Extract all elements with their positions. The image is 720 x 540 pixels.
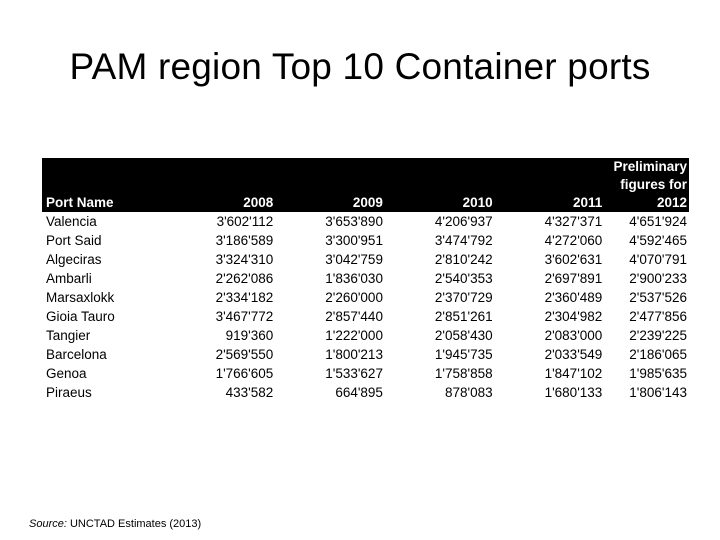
teu-value-cell: 3'186'589	[215, 233, 274, 248]
teu-value-cell: 2'810'242	[434, 252, 493, 267]
teu-value-cell: 3'602'631	[544, 252, 603, 267]
table-row: Valencia 3'602'112 3'653'890 4'206'937 4'327…	[42, 212, 689, 231]
teu-value-cell: 1'945'735	[434, 347, 493, 362]
teu-value-cell: 1'847'102	[544, 366, 603, 381]
teu-value-cell: 2'262'086	[215, 271, 274, 286]
header-2012-line-3: 2012	[656, 195, 687, 210]
table-row: Ambarli 2'262'086 1'836'030 2'540'353 2'697'…	[42, 269, 689, 288]
port-name-cell: Barcelona	[46, 347, 107, 362]
header-2011: 2011	[573, 195, 603, 210]
teu-value-cell: 2'033'549	[544, 347, 603, 362]
source-note: Source: UNCTAD Estimates (2013)	[29, 518, 201, 530]
header-2012-line-2: figures for	[620, 177, 687, 192]
source-text: UNCTAD Estimates (2013)	[66, 518, 202, 530]
table-row: Barcelona 2'569'550 1'800'213 1'945'735 2'03…	[42, 345, 689, 364]
table-row: Algeciras 3'324'310 3'042'759 2'810'242 3'60…	[42, 250, 689, 269]
header-2010: 2010	[462, 195, 493, 210]
teu-value-cell: 2'477'856	[629, 309, 687, 324]
teu-value-cell: 2'304'982	[544, 309, 603, 324]
teu-value-cell: 3'324'310	[215, 252, 274, 267]
teu-value-cell: 878'083	[444, 385, 493, 400]
teu-value-cell: 2'186'065	[629, 347, 687, 362]
port-name-cell: Genoa	[46, 366, 87, 381]
teu-value-cell: 2'540'353	[434, 271, 493, 286]
table-row: Gioia Tauro 3'467'772 2'857'440 2'851'261 2'…	[42, 307, 689, 326]
port-name-cell: Piraeus	[46, 385, 92, 400]
port-name-cell: Ambarli	[46, 271, 92, 286]
teu-value-cell: 1'800'213	[325, 347, 383, 362]
teu-value-cell: 2'857'440	[325, 309, 383, 324]
teu-value-cell: 3'602'112	[216, 214, 274, 229]
teu-value-cell: 2'697'891	[544, 271, 603, 286]
source-label: Source:	[29, 518, 67, 530]
header-2012-preliminary: Preliminary figures for 2012	[604, 158, 689, 212]
teu-value-cell: 1'836'030	[325, 271, 383, 286]
teu-value-cell: 4'206'937	[434, 214, 493, 229]
header-2012-line-1: Preliminary	[613, 159, 687, 174]
teu-value-cell: 1'758'858	[434, 366, 493, 381]
teu-value-cell: 2'537'526	[629, 290, 687, 305]
teu-value-cell: 2'334'182	[215, 290, 274, 305]
teu-value-cell: 3'467'772	[215, 309, 274, 324]
teu-value-cell: 2'083'000	[544, 328, 603, 343]
teu-value-cell: 3'474'792	[434, 233, 493, 248]
teu-value-cell: 4'327'371	[544, 214, 603, 229]
port-name-cell: Algeciras	[46, 252, 102, 267]
table-row: Tangier 919'360 1'222'000 2'058'430 2'083'00…	[42, 326, 689, 345]
teu-value-cell: 2'058'430	[434, 328, 493, 343]
teu-value-cell: 1'766'605	[215, 366, 274, 381]
teu-value-cell: 1'985'635	[629, 366, 687, 381]
teu-value-cell: 2'569'550	[215, 347, 274, 362]
teu-value-cell: 3'042'759	[325, 252, 383, 267]
teu-value-cell: 4'592'465	[629, 233, 687, 248]
port-name-cell: Valencia	[46, 214, 97, 229]
teu-value-cell: 1'222'000	[325, 328, 383, 343]
teu-value-cell: 1'680'133	[544, 385, 603, 400]
table-row: Genoa 1'766'605 1'533'627 1'758'858 1'847'10…	[42, 364, 689, 383]
port-name-cell: Marsaxlokk	[46, 290, 115, 305]
slide-title: PAM region Top 10 Container ports	[69, 46, 651, 87]
table-header-row: Port Name 2008 2009 2010 2011 Preliminar…	[42, 158, 689, 212]
header-2008: 2008	[243, 195, 274, 210]
teu-value-cell: 2'360'489	[544, 290, 603, 305]
teu-value-cell: 2'900'233	[629, 271, 687, 286]
port-name-cell: Tangier	[46, 328, 91, 343]
teu-value-cell: 4'651'924	[629, 214, 687, 229]
container-ports-table: Port Name 2008 2009 2010 2011 Preliminar…	[42, 158, 689, 402]
teu-value-cell: 3'300'951	[325, 233, 383, 248]
teu-value-cell: 1'533'627	[325, 366, 383, 381]
header-port-name: Port Name	[46, 195, 114, 210]
teu-value-cell: 433'582	[225, 385, 274, 400]
teu-value-cell: 2'260'000	[325, 290, 383, 305]
teu-value-cell: 4'070'791	[629, 252, 687, 267]
teu-value-cell: 2'239'225	[629, 328, 687, 343]
teu-value-cell: 2'851'261	[434, 309, 493, 324]
table-row: Port Said 3'186'589 3'300'951 3'474'792 4'27…	[42, 231, 689, 250]
header-2009: 2009	[352, 195, 383, 210]
teu-value-cell: 1'806'143	[629, 385, 687, 400]
teu-value-cell: 3'653'890	[325, 214, 383, 229]
teu-value-cell: 664'895	[335, 385, 383, 400]
teu-value-cell: 919'360	[225, 328, 274, 343]
table-row: Marsaxlokk 2'334'182 2'260'000 2'370'729 2'3…	[42, 288, 689, 307]
teu-value-cell: 2'370'729	[434, 290, 493, 305]
table-row: Piraeus 433'582 664'895 878'083 1'680'133 1'8…	[42, 383, 689, 402]
teu-value-cell: 4'272'060	[544, 233, 603, 248]
port-name-cell: Gioia Tauro	[46, 309, 115, 324]
port-name-cell: Port Said	[46, 233, 102, 248]
